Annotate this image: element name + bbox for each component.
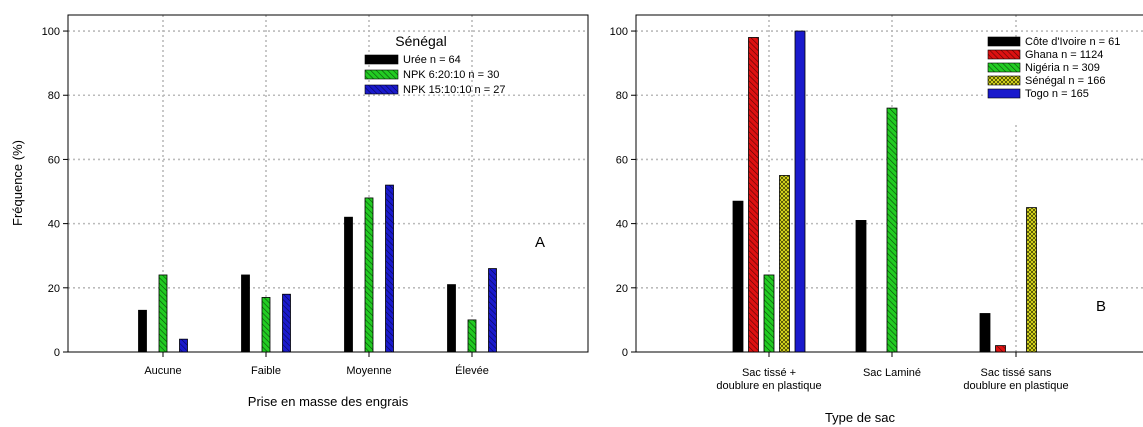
- x-tick-label-line: Faible: [251, 365, 281, 377]
- x-tick-labels-a: Aucune Faible Moyenne Élevée: [144, 364, 488, 377]
- x-tick-label: Sac Laminé: [863, 367, 921, 379]
- x-axis-label-b: Type de sac: [825, 410, 896, 425]
- x-tick-label: Faible: [251, 365, 281, 377]
- y-tick-label: 0: [54, 347, 60, 359]
- y-tick-label: 20: [48, 283, 60, 295]
- x-tick-label-line: Sac tissé +: [742, 367, 796, 379]
- bar: [763, 274, 775, 353]
- y-tick-label: 0: [622, 347, 628, 359]
- x-tick-label-line: Sac tissé sans: [981, 367, 1052, 379]
- x-tick-label-line: Élevée: [455, 364, 489, 377]
- legend-entry: Nigéria n = 309: [1025, 62, 1100, 74]
- y-ticks-b: 0 20 40 60 80 100: [610, 26, 636, 359]
- y-ticks-a: 0 20 40 60 80 100: [42, 26, 68, 359]
- bar: [732, 200, 744, 353]
- panel-letter-a: A: [535, 234, 545, 251]
- y-tick-label: 80: [48, 90, 60, 102]
- y-tick-label: 60: [48, 154, 60, 166]
- x-tick-label: Moyenne: [346, 365, 391, 377]
- grid-a: [68, 15, 588, 352]
- bar: [447, 284, 456, 353]
- bar: [979, 313, 991, 353]
- legend-entry: Togo n = 165: [1025, 88, 1089, 100]
- legend-swatch: [364, 84, 399, 95]
- legend-swatch: [364, 54, 399, 65]
- bar: [794, 30, 806, 353]
- y-tick-label: 100: [42, 26, 60, 38]
- x-tick-label-line: doublure en plastique: [716, 380, 821, 392]
- legend-entry: Côte d'Ivoire n = 61: [1025, 36, 1120, 48]
- bar: [467, 319, 477, 353]
- x-tick-label-line: doublure en plastique: [963, 380, 1068, 392]
- legend-entry: Urée n = 64: [403, 54, 461, 66]
- x-tick-label-line: Aucune: [144, 365, 181, 377]
- x-tick-label: Aucune: [144, 365, 181, 377]
- x-tick-label: Sac tissé + doublure en plastique: [716, 367, 821, 392]
- legend-entry: NPK 6:20:10 n = 30: [403, 69, 499, 81]
- y-tick-label: 100: [610, 26, 628, 38]
- y-tick-label: 60: [616, 154, 628, 166]
- y-tick-label: 20: [616, 283, 628, 295]
- bar: [344, 216, 353, 353]
- chart-panel-a: 0 20 40 60 80 100 Aucune Faible Moyenne Élevée F…: [10, 14, 589, 409]
- legend-title-a: Sénégal: [395, 33, 446, 49]
- bar: [179, 338, 188, 353]
- bar: [385, 184, 394, 353]
- bar: [779, 175, 790, 353]
- legend-swatch: [364, 69, 399, 80]
- bars-b: [732, 30, 1037, 357]
- bar: [886, 107, 898, 353]
- bar: [855, 220, 867, 353]
- bar: [1026, 207, 1037, 353]
- bar: [261, 297, 271, 353]
- bars-a: [138, 184, 497, 357]
- plot-frame-a: [67, 14, 589, 353]
- legend-swatch: [987, 62, 1021, 73]
- legend-swatch: [987, 75, 1021, 86]
- legend-swatch: [987, 36, 1021, 47]
- legend-a: Sénégal Urée n = 64 NPK 6:20:10 n = 30 NPK…: [364, 33, 505, 96]
- bar: [748, 37, 759, 353]
- bar: [158, 274, 168, 353]
- bar: [282, 293, 291, 353]
- y-axis-label: Fréquence (%): [10, 140, 25, 226]
- bar: [488, 268, 497, 353]
- y-tick-label: 40: [48, 219, 60, 231]
- legend-entry: Ghana n = 1124: [1025, 49, 1103, 61]
- x-tick-label-line: Moyenne: [346, 365, 391, 377]
- x-tick-label: Sac tissé sans doublure en plastique: [963, 367, 1068, 392]
- legend-swatch: [987, 49, 1021, 60]
- y-tick-label: 80: [616, 90, 628, 102]
- bar: [138, 309, 147, 353]
- x-tick-label-line: Sac Laminé: [863, 367, 921, 379]
- bar: [241, 274, 250, 353]
- legend-swatch: [987, 88, 1021, 99]
- x-tick-label: Élevée: [455, 364, 489, 377]
- bar: [364, 197, 374, 353]
- legend-entry: Sénégal n = 166: [1025, 75, 1105, 87]
- panel-letter-b: B: [1096, 298, 1106, 315]
- bar: [995, 345, 1006, 353]
- legend-entry: NPK 15:10:10 n = 27: [403, 84, 505, 96]
- x-axis-label-a: Prise en masse des engrais: [248, 394, 409, 409]
- y-tick-label: 40: [616, 219, 628, 231]
